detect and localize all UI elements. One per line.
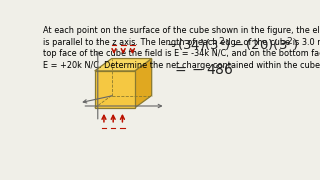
Polygon shape [95, 58, 152, 71]
Text: $= -486$: $= -486$ [172, 63, 233, 77]
Text: At each point on the surface of the cube shown in the figure, the electric field: At each point on the surface of the cube… [43, 26, 320, 69]
Polygon shape [135, 58, 152, 108]
Polygon shape [95, 71, 135, 108]
Text: $-(34)(3^2)-(20)(3^2)$: $-(34)(3^2)-(20)(3^2)$ [165, 36, 299, 54]
Text: z: z [96, 41, 100, 46]
